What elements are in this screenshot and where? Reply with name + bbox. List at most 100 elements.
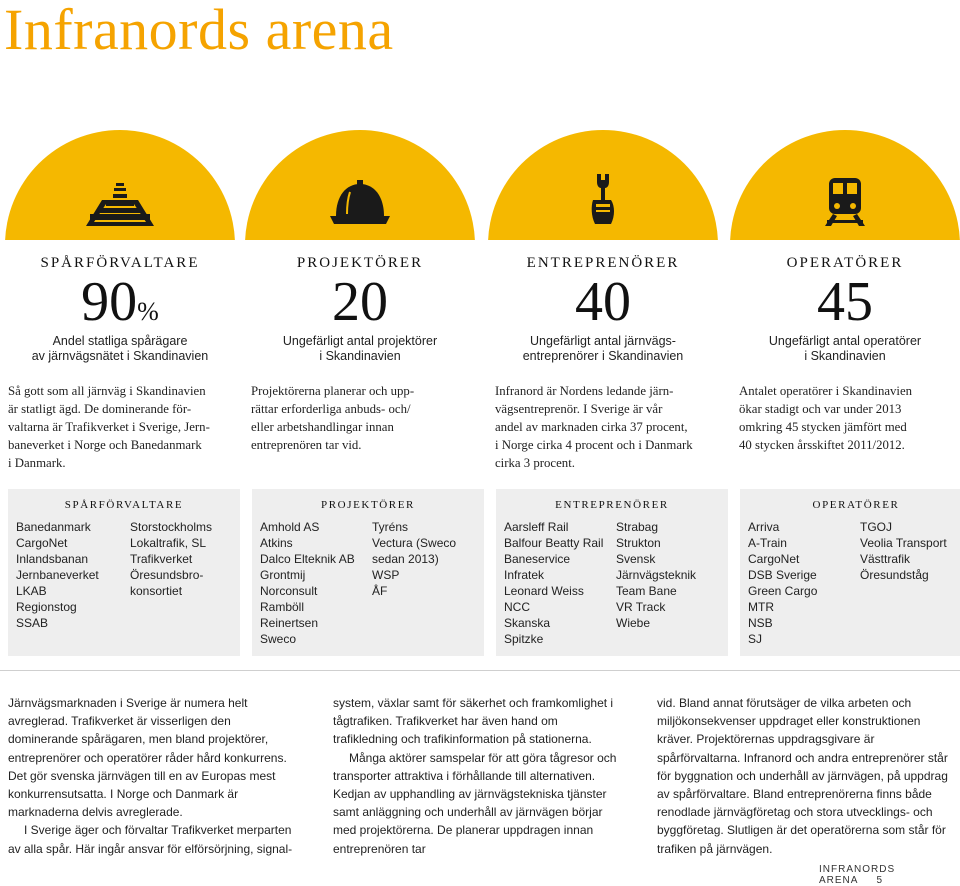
stat-caption: Andel statliga spårägare av järnvägsnätet… xyxy=(31,334,209,363)
list-item: Skanska xyxy=(504,616,551,630)
company-list-left: Amhold AS Atkins Dalco Elteknik AB Gront… xyxy=(260,519,355,647)
list-item: Veolia Transport xyxy=(860,536,947,550)
big-number: 40 xyxy=(575,271,631,333)
list-item: Vectura (Sweco xyxy=(372,536,457,550)
big-number: 90% xyxy=(81,271,159,333)
paragraph: Många aktörer samspelar för att göra tåg… xyxy=(333,750,617,856)
category-label: SPÅRFÖRVALTARE xyxy=(40,255,200,271)
box-operatorer: OPERATÖRER Arriva A-Train CargoNet DSB S… xyxy=(740,489,960,656)
list-item: Grontmij xyxy=(260,568,306,582)
list-item: Leonard Weiss xyxy=(504,584,584,598)
body-column-2: system, växlar samt för säkerhet och fra… xyxy=(333,694,623,858)
page-footer: INFRANORDS ARENA 5 xyxy=(819,864,960,886)
list-item: Svensk xyxy=(616,552,656,566)
big-number: 45 xyxy=(817,271,873,333)
list-item: ÅF xyxy=(372,584,388,598)
list-item: Banedanmark xyxy=(16,520,91,534)
list-item: Ramböll xyxy=(260,600,305,614)
box-title: ENTREPRENÖRER xyxy=(555,499,669,511)
list-item: LKAB xyxy=(16,584,47,598)
list-item: Aarsleff Rail xyxy=(504,520,569,534)
list-item: Infratek xyxy=(504,568,545,582)
list-item: Norconsult xyxy=(260,584,318,598)
list-item: CargoNet xyxy=(16,536,68,550)
box-projektorer: PROJEKTÖRER Amhold AS Atkins Dalco Eltek… xyxy=(252,489,484,656)
list-item: Regionstog xyxy=(16,600,77,614)
description-sparforvaltare: Så gott som all järnväg i Skandinavien är… xyxy=(8,384,210,470)
box-title: PROJEKTÖRER xyxy=(321,499,415,511)
list-item: Västtrafik xyxy=(860,552,911,566)
body-column-1: Järnvägsmarknaden i Sverige är numera he… xyxy=(8,694,298,858)
wrench-hand-icon xyxy=(591,174,614,224)
paragraph: I Sverige äger och förvaltar Trafikverke… xyxy=(8,823,293,856)
description-operatorer: Antalet operatörer i Skandinavien ökar st… xyxy=(739,384,913,452)
list-item: Reinertsen xyxy=(260,616,319,630)
box-title: OPERATÖRER xyxy=(812,499,900,511)
list-item: Arriva xyxy=(748,520,780,534)
list-item: Dalco Elteknik AB xyxy=(260,552,355,566)
list-item: Spitzke xyxy=(504,632,544,646)
list-item: Baneservice xyxy=(504,552,571,566)
list-item: Storstockholms xyxy=(130,520,213,534)
hard-hat-icon xyxy=(330,180,390,224)
divider xyxy=(0,670,960,671)
list-item: Järnvägsteknik xyxy=(616,568,697,582)
list-item: WSP xyxy=(372,568,400,582)
box-title: SPÅRFÖRVALTARE xyxy=(64,499,184,511)
company-list-left: Arriva A-Train CargoNet DSB Sverige Gree… xyxy=(748,519,817,647)
list-item: Lokaltrafik, SL xyxy=(130,536,207,550)
company-list-right: Storstockholms Lokaltrafik, SL Trafikver… xyxy=(130,519,212,599)
company-list-left: Aarsleff Rail Balfour Beatty Rail Banese… xyxy=(504,519,603,647)
paragraph: system, växlar samt för säkerhet och fra… xyxy=(333,696,614,747)
list-item: A-Train xyxy=(748,536,787,550)
list-item: Tyréns xyxy=(372,520,409,534)
list-item: TGOJ xyxy=(860,520,892,534)
train-icon xyxy=(825,178,865,226)
railway-track-icon xyxy=(86,183,154,226)
list-item: NCC xyxy=(504,600,530,614)
list-item: SJ xyxy=(748,632,763,646)
list-item: Strukton xyxy=(616,536,661,550)
list-item: CargoNet xyxy=(748,552,800,566)
big-number: 20 xyxy=(332,271,388,333)
company-list-right: Tyréns Vectura (Sweco sedan 2013) WSP ÅF xyxy=(372,519,456,599)
page-title: Infranords arena xyxy=(4,0,394,62)
list-item: SSAB xyxy=(16,616,49,630)
category-label: ENTREPRENÖRER xyxy=(526,255,680,271)
box-sparforvaltare: SPÅRFÖRVALTARE Banedanmark CargoNet Inla… xyxy=(8,489,240,656)
list-item: Balfour Beatty Rail xyxy=(504,536,604,550)
company-list-right: TGOJ Veolia Transport Västtrafik Öresund… xyxy=(860,519,947,583)
stat-caption: Ungefärligt antal järnvägs-entreprenörer… xyxy=(522,334,684,363)
description-projektorer: Projektörerna planerar och upp-rättar er… xyxy=(251,384,415,452)
list-item: Strabag xyxy=(616,520,659,534)
company-list-right: Strabag Strukton Svensk Järnvägsteknik T… xyxy=(616,519,696,631)
list-item: Öresundståg xyxy=(860,568,929,582)
body-column-3: vid. Bland annat förutsäger de vilka arb… xyxy=(657,694,955,858)
description-entreprenorer: Infranord är Nordens ledande järn-vägsen… xyxy=(495,384,693,470)
category-label: PROJEKTÖRER xyxy=(296,255,424,271)
list-item: Trafikverket xyxy=(130,552,193,566)
list-item: Amhold AS xyxy=(260,520,320,534)
footer-label: INFRANORDS ARENA xyxy=(819,864,896,886)
list-item: DSB Sverige xyxy=(748,568,817,582)
list-item: MTR xyxy=(748,600,774,614)
list-item: Sweco xyxy=(260,632,297,646)
paragraph: Järnvägsmarknaden i Sverige är numera he… xyxy=(8,696,287,820)
company-list-left: Banedanmark CargoNet Inlandsbanan Jernba… xyxy=(16,519,99,631)
list-item: sedan 2013) xyxy=(372,552,439,566)
list-item: konsortiet xyxy=(130,584,183,598)
list-item: Green Cargo xyxy=(748,584,818,598)
stat-caption: Ungefärligt antal operatörer i Skandinavi… xyxy=(768,334,922,363)
list-item: Öresundsbro- xyxy=(130,568,204,582)
list-item: Wiebe xyxy=(616,616,651,630)
list-item: Atkins xyxy=(260,536,293,550)
box-entreprenorer: ENTREPRENÖRER Aarsleff Rail Balfour Beat… xyxy=(496,489,728,656)
paragraph: vid. Bland annat förutsäger de vilka arb… xyxy=(657,696,948,856)
list-item: Inlandsbanan xyxy=(16,552,89,566)
list-item: VR Track xyxy=(616,600,666,614)
stat-caption: Ungefärligt antal projektörer i Skandinav… xyxy=(282,334,438,363)
list-item: Jernbaneverket xyxy=(16,568,99,582)
list-item: Team Bane xyxy=(616,584,677,598)
category-label: OPERATÖRER xyxy=(786,255,904,271)
list-item: NSB xyxy=(748,616,773,630)
